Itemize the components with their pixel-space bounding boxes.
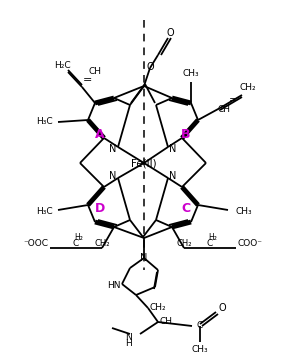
Text: O: O xyxy=(166,28,174,38)
Text: =: = xyxy=(83,75,93,85)
Text: C: C xyxy=(197,321,203,329)
Text: C: C xyxy=(73,239,79,247)
Text: CH: CH xyxy=(88,66,101,76)
Text: H₂: H₂ xyxy=(209,233,217,243)
Text: H₂C: H₂C xyxy=(54,61,70,71)
Text: CH₃: CH₃ xyxy=(183,70,199,78)
Text: N: N xyxy=(169,171,177,181)
Text: H₂: H₂ xyxy=(75,233,84,243)
Text: N: N xyxy=(169,144,177,154)
Text: D: D xyxy=(95,202,105,215)
Text: H₃C: H₃C xyxy=(36,118,52,126)
Text: CH₂: CH₂ xyxy=(240,84,256,92)
Text: Fe(II): Fe(II) xyxy=(131,158,157,168)
Text: CH₃: CH₃ xyxy=(236,208,252,216)
Text: B: B xyxy=(181,128,191,142)
Text: A: A xyxy=(95,128,105,142)
Text: CH₂: CH₂ xyxy=(150,303,166,311)
Text: O: O xyxy=(146,62,154,72)
Text: CH₂: CH₂ xyxy=(176,239,192,247)
Text: N: N xyxy=(109,144,117,154)
Text: =: = xyxy=(228,95,238,105)
Text: H₃C: H₃C xyxy=(36,208,52,216)
Text: N: N xyxy=(125,334,131,342)
Text: CH₃: CH₃ xyxy=(192,345,208,353)
Text: ⁻OOC: ⁻OOC xyxy=(24,239,48,247)
Text: C: C xyxy=(207,239,213,247)
Text: CH: CH xyxy=(217,106,230,114)
Text: N: N xyxy=(140,253,148,263)
Text: C: C xyxy=(181,202,191,215)
Text: CH₂: CH₂ xyxy=(94,239,110,247)
Text: HN: HN xyxy=(107,281,121,291)
Text: O: O xyxy=(218,303,226,313)
Text: H: H xyxy=(125,340,131,348)
Text: N: N xyxy=(109,171,117,181)
Text: COO⁻: COO⁻ xyxy=(238,239,262,247)
Text: CH: CH xyxy=(160,317,173,327)
